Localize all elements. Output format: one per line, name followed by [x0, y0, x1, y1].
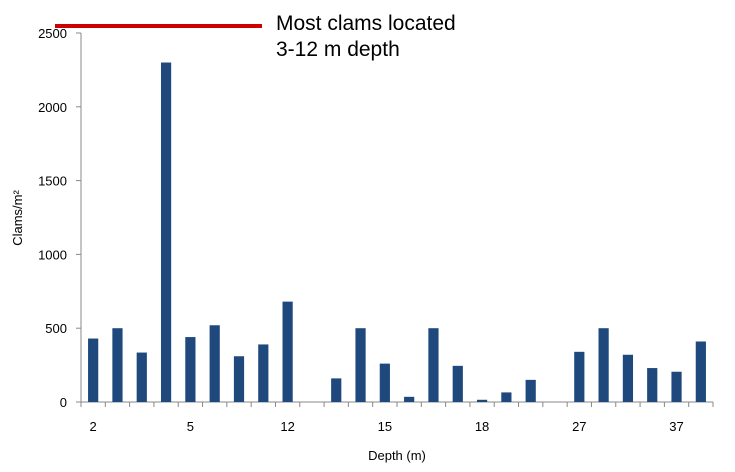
annotation-text-line1: Most clams located: [276, 12, 456, 35]
bar: [233, 356, 245, 402]
x-tick-label: 2: [90, 419, 97, 434]
bar: [355, 328, 366, 402]
bar: [136, 352, 147, 402]
y-axis: 0 500 1000 1500 2000 2500: [38, 26, 82, 410]
y-tick-label: 1000: [38, 247, 67, 262]
bar: [598, 328, 609, 402]
x-tick-label: 5: [187, 419, 194, 434]
y-axis-title: Clams/m²: [10, 190, 25, 246]
bar: [428, 328, 439, 402]
y-tick-label: 2500: [38, 26, 67, 41]
bar: [185, 337, 196, 402]
annotation-text-line2: 3-12 m depth: [276, 38, 400, 61]
x-tick-label: 37: [669, 419, 683, 434]
bar: [671, 371, 682, 402]
bar: [379, 363, 390, 402]
annotation: Most clams located 3-12 m depth: [55, 12, 456, 61]
bars: [88, 62, 706, 403]
bar: [647, 368, 658, 402]
bar: [258, 344, 269, 402]
x-tick-label: 15: [378, 419, 392, 434]
x-axis: 2 5 12 15 18 27 37: [80, 401, 714, 434]
x-tick-label: 12: [280, 419, 294, 434]
bar: [404, 396, 415, 402]
bar: [452, 365, 463, 402]
bar: [476, 399, 488, 402]
bar: [112, 328, 123, 402]
bar: [525, 379, 536, 402]
bar: [88, 338, 99, 402]
bar: [695, 341, 706, 402]
y-tick-label: 2000: [38, 100, 67, 115]
bar: [501, 392, 512, 402]
bar: [209, 325, 220, 402]
y-tick-label: 500: [45, 321, 67, 336]
bar: [282, 301, 293, 402]
y-tick-label: 0: [60, 395, 67, 410]
x-tick-label: 18: [475, 419, 489, 434]
bar: [160, 62, 172, 403]
bar: [622, 354, 634, 402]
x-axis-title: Depth (m): [368, 448, 426, 463]
bar: [331, 378, 342, 402]
bar: [574, 351, 585, 402]
y-tick-label: 1500: [38, 174, 67, 189]
x-tick-label: 27: [572, 419, 586, 434]
